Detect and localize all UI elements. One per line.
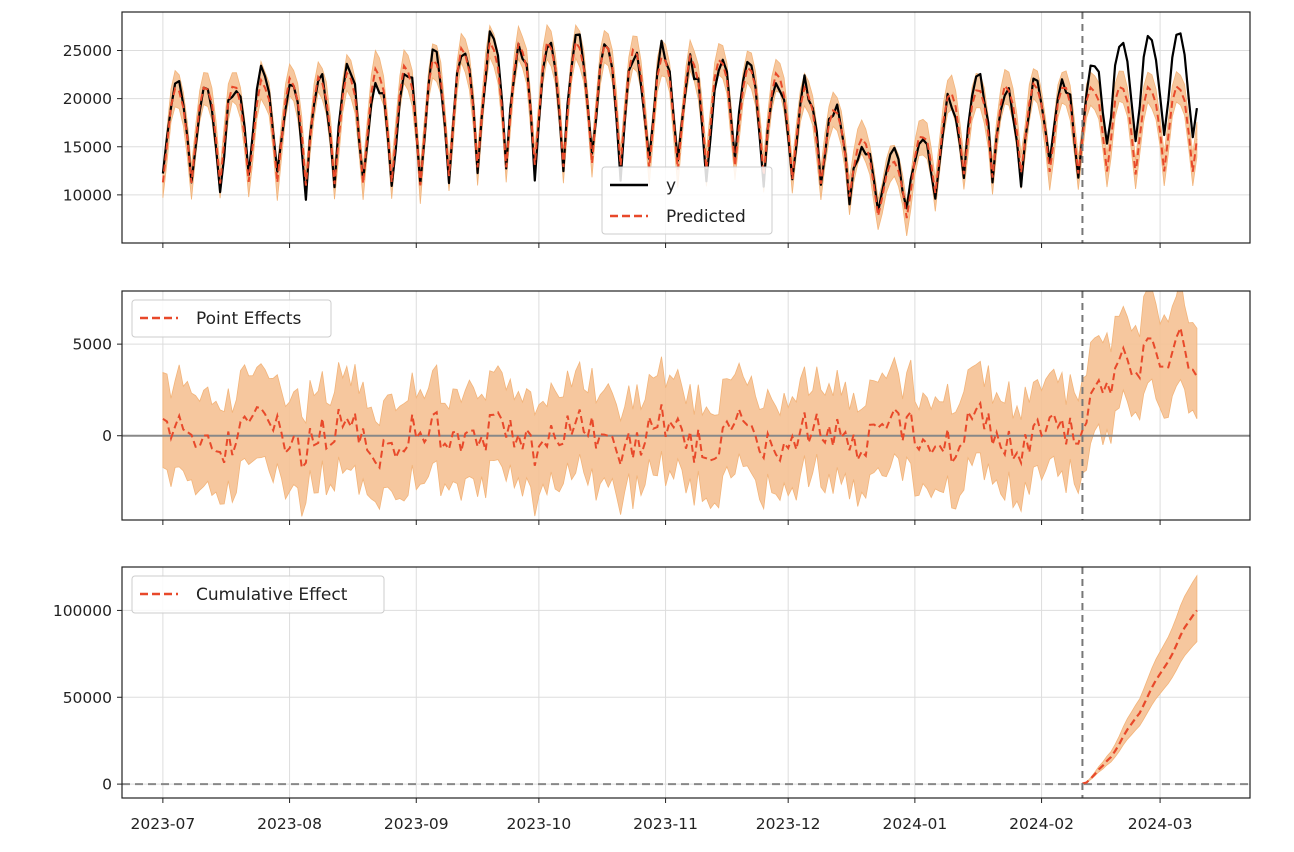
y-tick-label: 5000	[73, 336, 112, 354]
x-tick-label: 2023-12	[756, 815, 821, 833]
legend-box	[131, 299, 332, 338]
plot-area	[122, 574, 1250, 786]
y-tick-label: 50000	[63, 689, 112, 707]
x-tick-label: 2024-01	[882, 815, 947, 833]
point-effects-line	[162, 324, 1198, 471]
x-tick-label: 2023-10	[506, 815, 571, 833]
y-tick-label: 15000	[63, 138, 112, 156]
axes-frame	[121, 290, 1251, 521]
y-tick-label: 10000	[63, 186, 112, 204]
legend-box	[131, 575, 385, 614]
legend-box	[601, 166, 773, 235]
point-effects-interval-band	[162, 291, 1198, 517]
legend-label: Cumulative Effect	[196, 585, 348, 605]
cumulative-effect-line	[1082, 609, 1198, 785]
cumulative-interval-band	[1082, 574, 1198, 785]
legend-label: Predicted	[666, 207, 746, 227]
legend: Point Effects	[131, 299, 332, 338]
x-tick-label: 2024-02	[1009, 815, 1074, 833]
legend: y Predicted	[601, 166, 773, 235]
y-tick-label: 0	[102, 427, 112, 445]
point-effects-panel: 0 5000 Point Effects	[73, 290, 1251, 525]
y-tick-label: 100000	[53, 602, 112, 620]
cumulative-effect-panel: 0 50000 100000 2023-07 2023-08 2023-09 2023-10…	[53, 566, 1251, 833]
y-tick-label: 25000	[63, 42, 112, 60]
y-tick-label: 20000	[63, 90, 112, 108]
x-tick-label: 2023-11	[633, 815, 698, 833]
predicted-series-line	[161, 39, 1198, 219]
plot-area	[122, 291, 1250, 517]
x-tick-label: 2023-09	[384, 815, 449, 833]
x-tick-label: 2024-03	[1128, 815, 1193, 833]
legend: Cumulative Effect	[131, 575, 385, 614]
legend-label: y	[666, 176, 676, 196]
axes-frame	[121, 11, 1251, 244]
plot-area	[161, 23, 1198, 237]
x-tick-label: 2023-08	[257, 815, 322, 833]
legend-label: Point Effects	[196, 309, 302, 329]
axes-frame	[121, 566, 1251, 799]
y-tick-label: 0	[102, 776, 112, 794]
observed-vs-predicted-panel: 10000 15000 20000 25000 y Predicted	[63, 11, 1251, 248]
x-tick-label: 2023-07	[130, 815, 195, 833]
